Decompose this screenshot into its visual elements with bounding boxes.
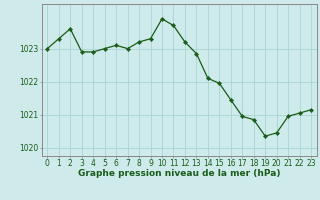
X-axis label: Graphe pression niveau de la mer (hPa): Graphe pression niveau de la mer (hPa)	[78, 169, 280, 178]
